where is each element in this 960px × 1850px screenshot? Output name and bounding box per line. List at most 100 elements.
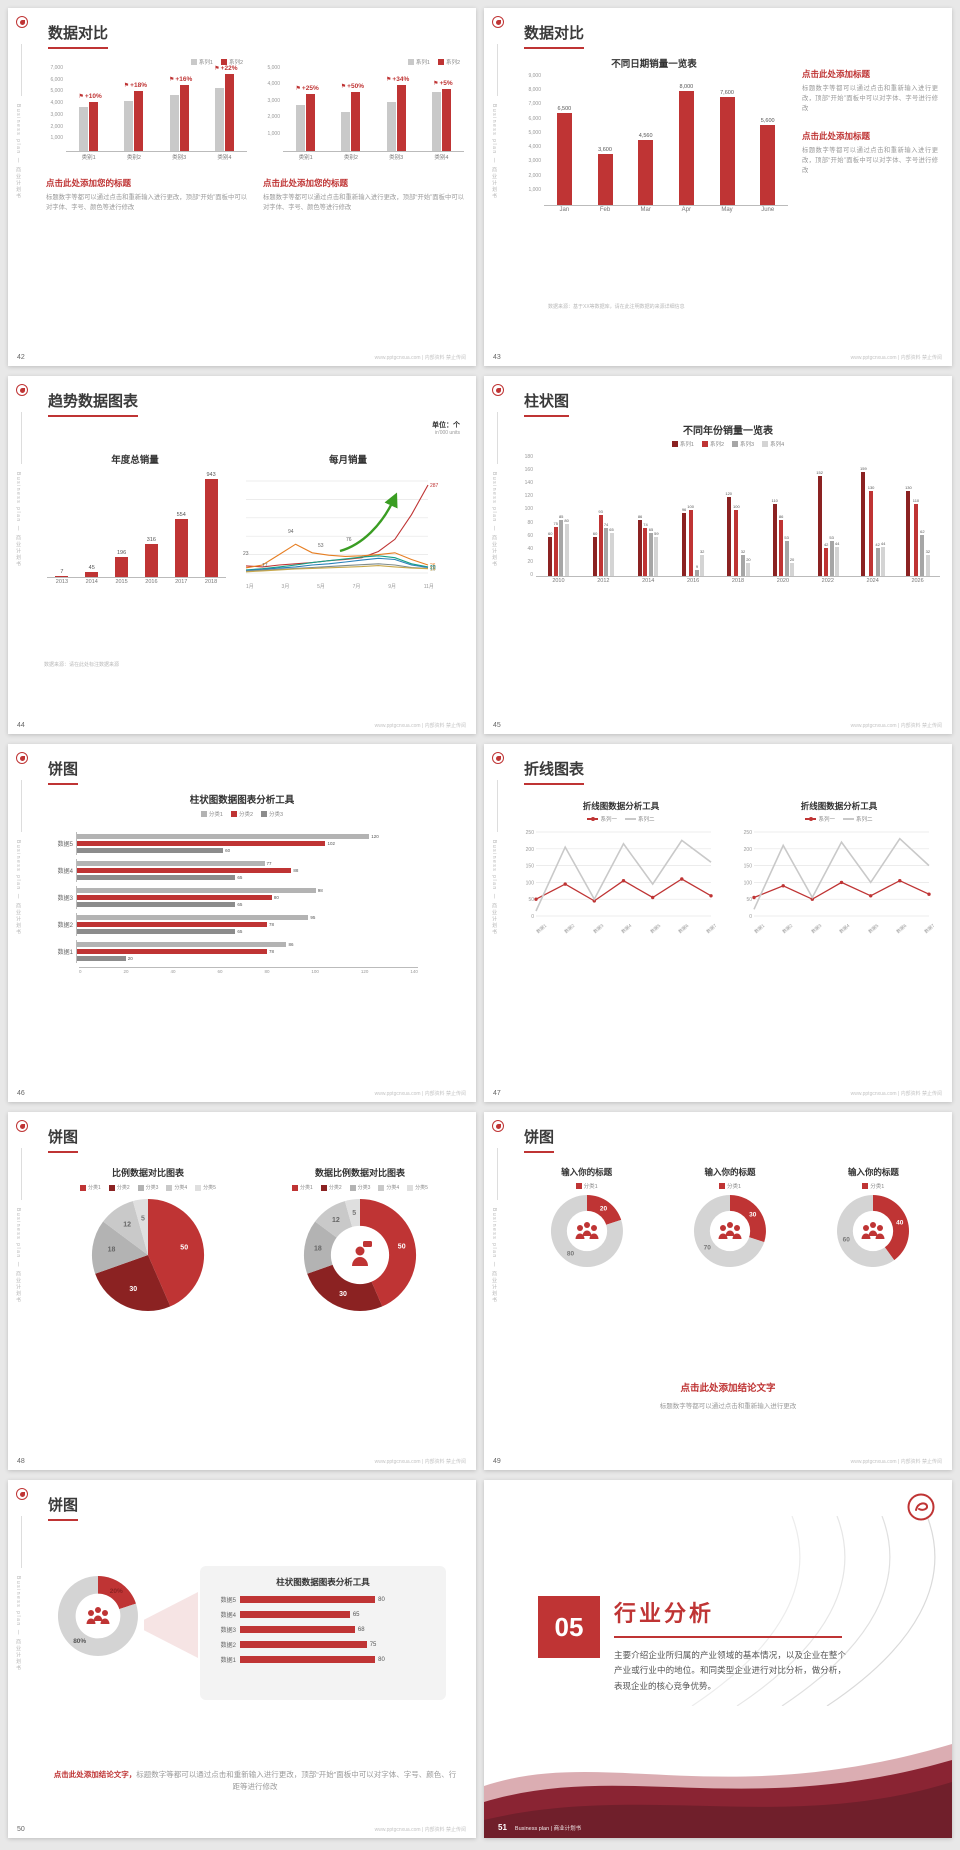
bar [609,533,614,576]
slide-title: 折线图表 [524,758,585,785]
conclusion-heading: 点击此处添加结论文字， [53,1769,137,1779]
legend-item: 分类1 [292,1184,313,1191]
text-block: 点击此处添加标题 标题数字等都可以通过点击和重新输入进行更改，顶部“开始”面板中… [802,130,938,176]
bar [77,901,236,908]
data-source-note: 数据来源：基于XX等数据库，请在此注明数据的来源详细信息 [548,304,685,310]
footer-note: www.pptgcnxua.com | 内部资料 禁止传阅 [850,355,942,361]
x-axis-label: 类别2 [343,155,358,161]
bar-value-label: 86 [288,942,294,947]
bar [240,1641,367,1648]
chart-block-right: 系列1 系列2 5,000 4,000 3,000 2,000 1,000 ⚑ +25% 类别1… [263,58,464,213]
bar-row: 数据4 65 [214,1610,432,1619]
x-axis-line [283,151,464,152]
slide-left-strip: Business plan 丨 商业计划书 [484,1112,510,1470]
svg-text:50: 50 [398,1243,406,1250]
x-axis-label: 2016 [145,579,158,585]
svg-text:50: 50 [746,897,752,903]
bar-value-label: 130 [867,484,875,490]
footer-note: www.pptgcnxua.com | 内部资料 禁止传阅 [850,1091,942,1097]
slide-51-thumbnail[interactable]: 05 行业分析 主要介绍企业所归属的产业领域的基本情况，以及企业在整个产业或行业… [484,1480,952,1838]
brand-vertical-text: Business plan 丨 商业计划书 [15,1576,21,1672]
chart-title: 比例数据对比图表 [111,1168,184,1178]
plot-area: 6,500 Jan 3,600 Feb 4,560 Mar 8,000 Apr 7,600 May… [544,77,788,213]
slide-47-thumbnail[interactable]: Business plan 丨 商业计划书 折线图表 折线图数据分析工具 系列一… [484,744,952,1102]
y-tick: 160 [524,467,533,474]
bar [85,572,99,577]
section-header: 05 行业分析 主要介绍企业所归属的产业领域的基本情况，以及企业在整个产业或行业… [538,1596,846,1694]
y-tick: 0 [530,572,533,578]
y-tick: 3,000 [267,97,280,104]
bar-panel: 柱状图数据图表分析工具 数据5 80 数据4 65 数据3 68 数据2 75 数据1 80 [200,1566,446,1700]
bar-value-label: 74 [643,521,648,527]
page-number: 51 [498,1823,507,1832]
plot-area: 60 75 85 80 2010 60 93 74 65 2012 86 74 65 59 2014 96 10… [536,458,940,584]
bar-value-label: 152 [816,470,823,476]
bar [204,478,218,577]
growth-annotation: ⚑ +5% [433,79,453,87]
slide-title: 趋势数据图表 [48,390,139,417]
slide-42-thumbnail[interactable]: Business plan 丨 商业计划书 数据对比 系列1 系列2 7,000 6… [8,8,476,366]
legend-item: 系列一 [805,815,835,823]
slide-title: 饼图 [48,1494,79,1521]
chart-legend: 系列一 系列二 [738,815,940,823]
legend-marker [220,59,227,65]
chart-legend: 分类1 分类2 分类3 分类4 分类5 [254,1184,466,1191]
slide-title: 饼图 [48,1126,79,1153]
pie-chart-svg: 50 30 18 12 5 [91,1199,205,1312]
legend-marker [108,1184,115,1191]
bar-value-label: 88 [293,868,299,873]
svg-text:60: 60 [843,1237,851,1244]
x-axis-label: 2018 [204,579,218,585]
charts-row: 折线图数据分析工具 系列一 系列二 250 200 150 100 50 0 数据1 数据2 数… [520,800,940,934]
chart-title: 折线图数据分析工具 [800,801,878,811]
bar-value-label: 86 [778,513,784,519]
row-label: 数据4 [57,869,73,875]
text-block: 点击此处添加标题 标题数字等都可以通过点击和重新输入进行更改，顶部“开始”面板中… [802,68,938,114]
bar-value-label: 100 [687,504,694,510]
wave-decoration [484,1744,952,1838]
y-tick: 60 [527,532,533,539]
slide-45-thumbnail[interactable]: Business plan 丨 商业计划书 柱状图 不同年份销量一览表 系列1 系… [484,376,952,734]
legend-item: 分类1 [80,1184,101,1191]
horizontal-bar-chart: 数据5 120 102 60 数据4 77 88 65 数据3 98 80 65 数据2 95 78 65 数据… [52,828,418,974]
y-tick: 1,000 [50,135,63,142]
charts-row: 比例数据对比图表 分类1 分类2 分类3 分类4 分类5 50 30 18 12 5 数据比例数… [42,1166,466,1318]
x-axis-label: 类别3 [389,155,404,161]
x-axis-label: 2012 [597,578,610,584]
bar [790,562,795,576]
x-axis-line [66,151,247,152]
slide-left-strip: Business plan 丨 商业计划书 [8,1112,34,1470]
bar-value-label: 20 [746,556,751,562]
bar-value-label: 59 [654,531,659,537]
row-label: 数据4 [220,1613,236,1619]
bar-row: 数据5 120 102 60 [52,832,418,855]
slide-48-thumbnail[interactable]: Business plan 丨 商业计划书 饼图 比例数据对比图表 分类1 分类2… [8,1112,476,1470]
x-axis-labels: 1月 3月 5月 7月 9月 11月 [246,583,434,590]
legend-marker [843,818,854,820]
legend-marker [701,441,708,447]
legend-label: 分类3 [357,1185,371,1191]
slide-44-thumbnail[interactable]: Business plan 丨 商业计划书 趋势数据图表 单位：个 in'000… [8,376,476,734]
svg-text:250: 250 [526,830,535,836]
bar [77,840,326,847]
bar-value-label: 53 [829,535,834,541]
slide-50-thumbnail[interactable]: Business plan 丨 商业计划书 饼图 20% 80% 柱状图数据图表分… [8,1480,476,1838]
slide-46-thumbnail[interactable]: Business plan 丨 商业计划书 饼图 柱状图数据图表分析工具 分类1… [8,744,476,1102]
bar [779,519,784,576]
bar-value-label: 44 [880,541,886,547]
slide-left-strip: Business plan 丨 商业计划书 [8,376,34,734]
svg-text:150: 150 [526,864,535,870]
slide-49-thumbnail[interactable]: Business plan 丨 商业计划书 饼图 输入你的标题 分类1 20 80… [484,1112,952,1470]
svg-text:12: 12 [332,1217,340,1224]
legend-item: 分类1 [575,1182,598,1190]
page-number: 48 [17,1458,25,1465]
bar [746,562,751,576]
x-axis-labels: 数据1 数据2 数据3 数据4 数据5 数据6 数据7 [535,923,718,934]
svg-text:18: 18 [314,1246,322,1253]
legend-item: 系列3 [732,440,754,448]
bar-value-label: 130 [905,484,912,490]
chart-legend: 系列1 系列2 [46,58,247,66]
bar [597,153,613,205]
slide-43-thumbnail[interactable]: Business plan 丨 商业计划书 数据对比 不同日期销量一览表 9,0… [484,8,952,366]
